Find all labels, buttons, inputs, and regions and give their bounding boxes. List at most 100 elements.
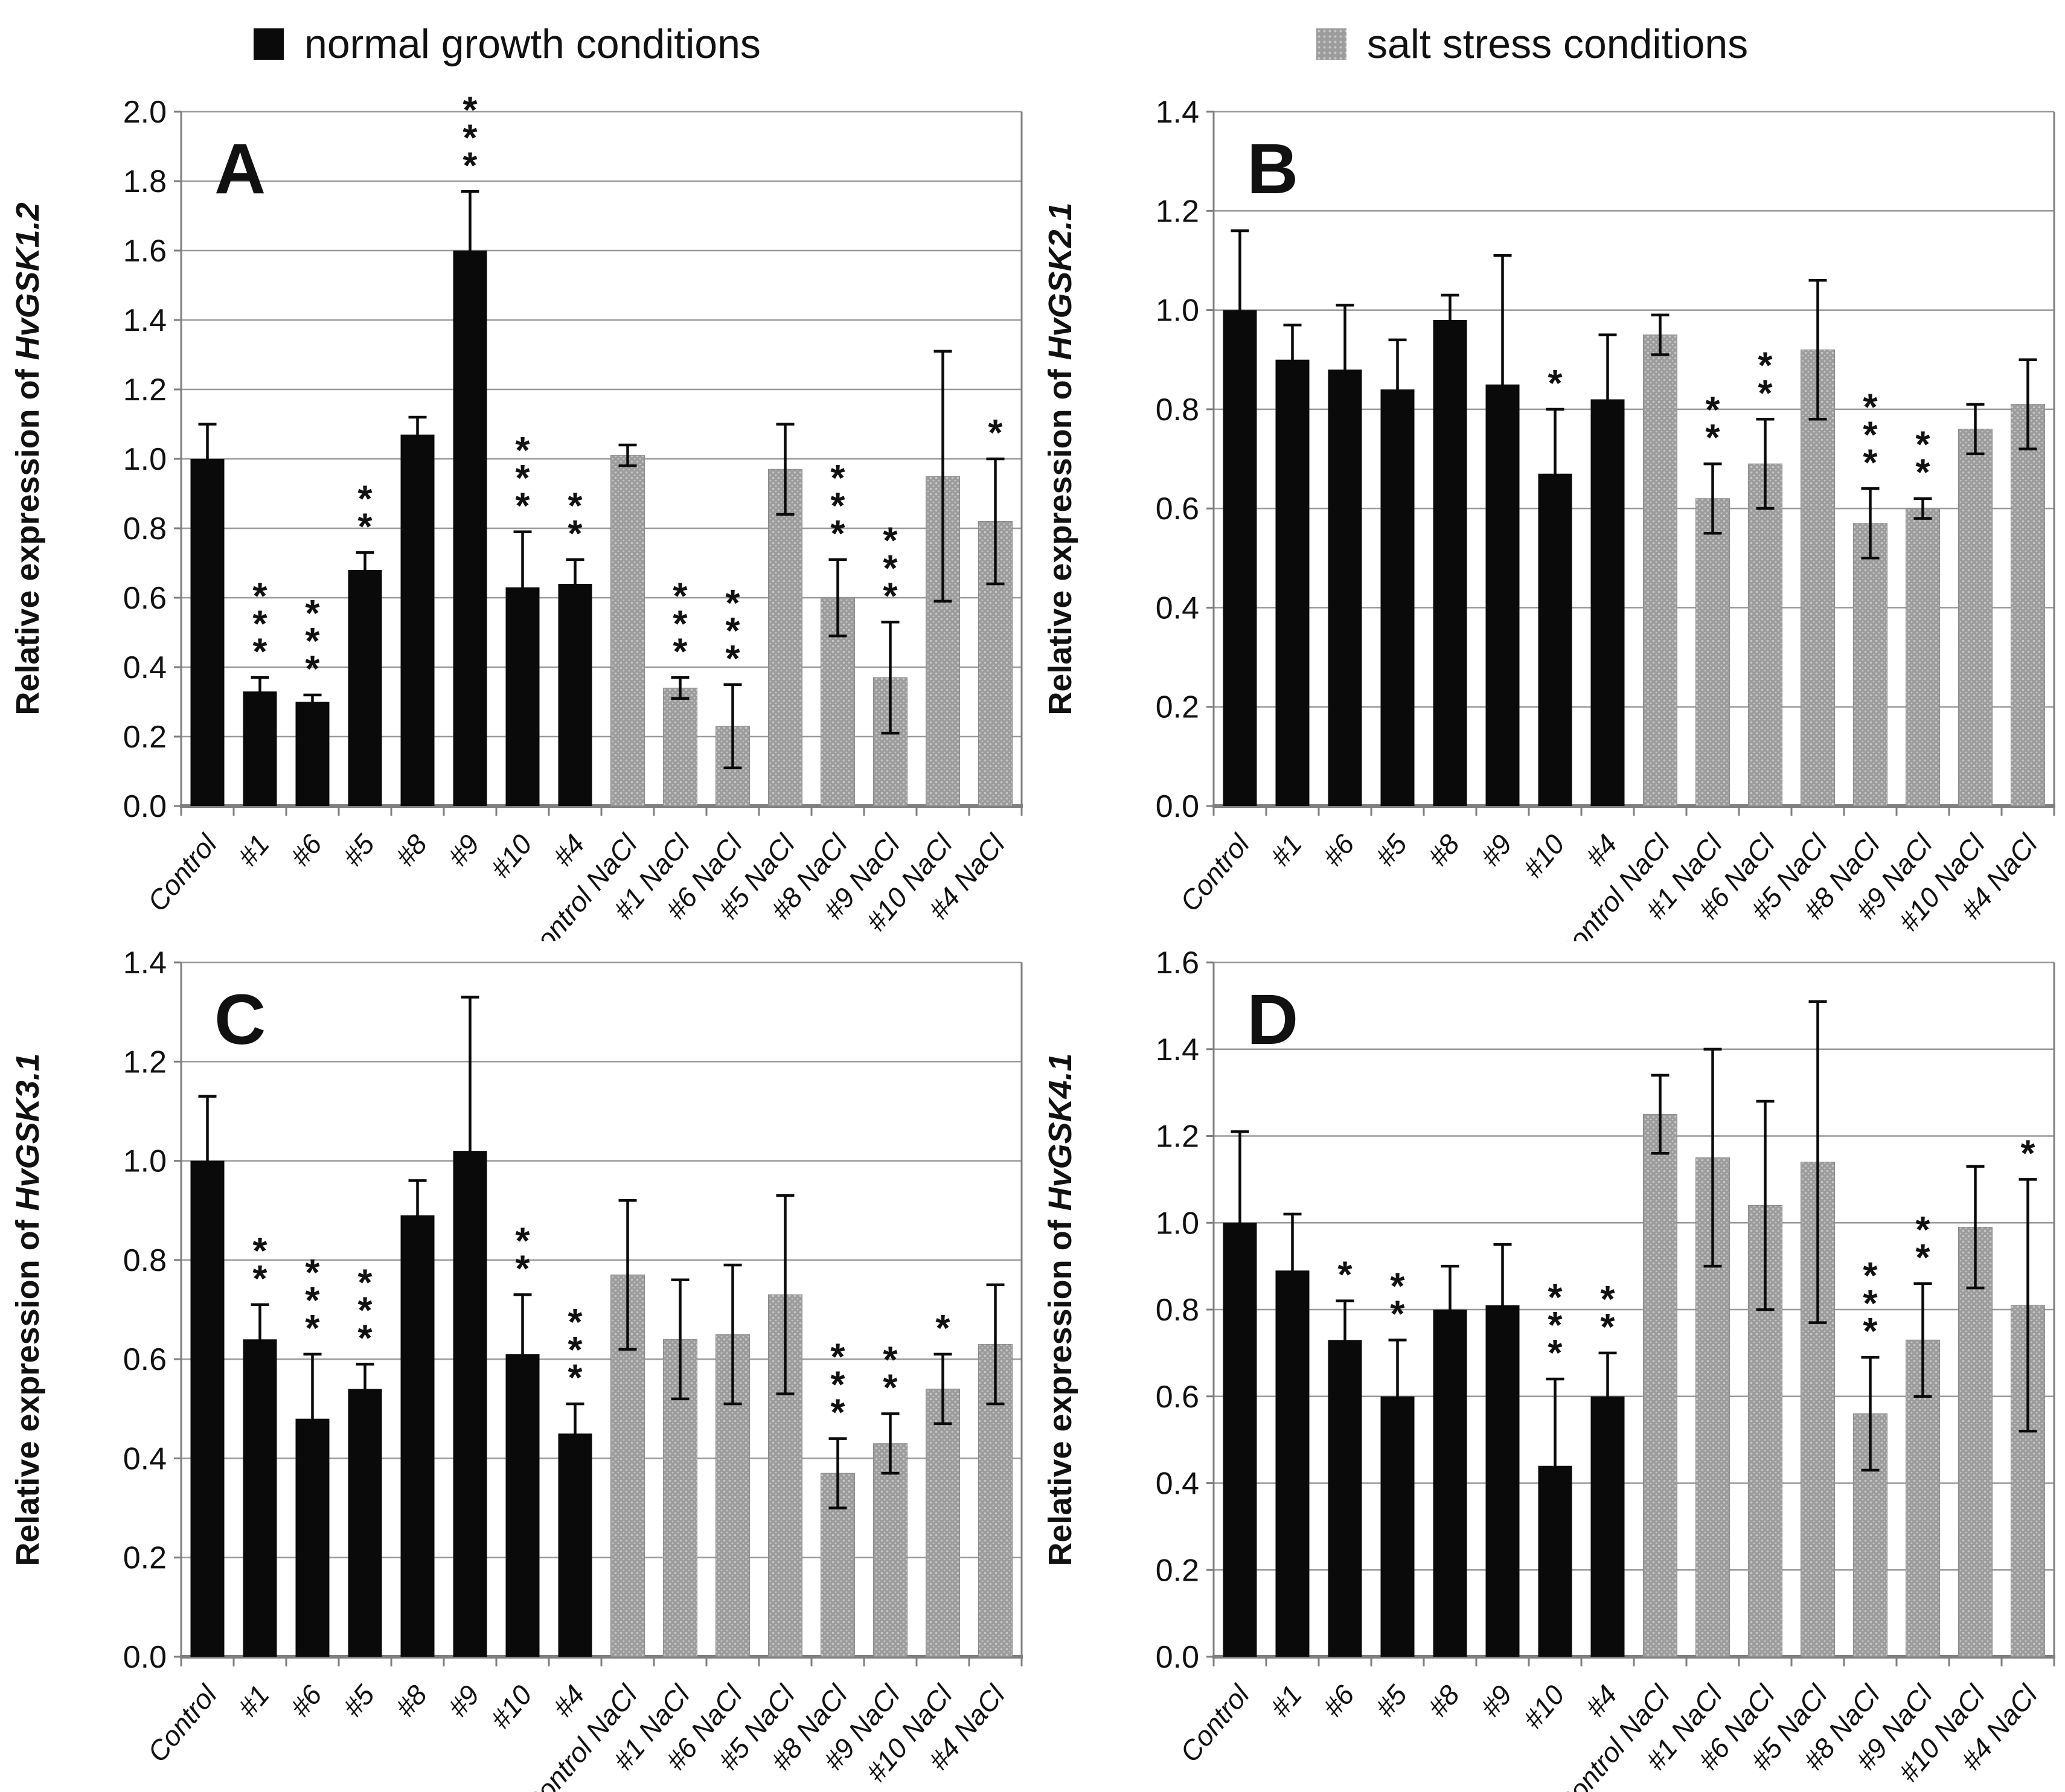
x-tick-label: #10 [484,828,538,885]
x-tick-label: #4 [1579,1679,1623,1723]
bar-#6-nacl [1748,463,1782,807]
significance-star: * [357,1262,373,1304]
y-tick-label: 1.2 [123,1045,167,1080]
x-tick-label: #4 [546,828,591,872]
significance-star: * [2020,1133,2035,1174]
y-tick-label: 1.4 [1156,1032,1199,1067]
bar-#5 [1380,389,1415,806]
significance-star: * [1863,1255,1878,1297]
significance-star: * [568,1330,583,1371]
significance-star: * [1915,1209,1930,1251]
y-axis-title: Relative expression of HvGSK3.1 [10,1053,46,1566]
significance-star: * [515,458,530,499]
y-tick-label: 0.6 [123,581,167,616]
panel-letter: D [1247,980,1298,1060]
x-tick-label: #5 [336,1679,380,1723]
significance-star: * [883,1340,898,1381]
bar-#6 [295,702,330,806]
significance-star: * [1915,424,1930,466]
significance-star: * [830,485,845,527]
significance-star: * [568,513,583,555]
y-tick-label: 1.2 [1156,194,1199,229]
significance-star: * [1390,1266,1405,1307]
y-tick-label: 0.4 [1156,1467,1199,1502]
x-tick-label: #8 [1421,1679,1465,1723]
significance-star: * [1548,363,1563,405]
y-tick-label: 0.6 [1156,1380,1199,1415]
bar-control-nacl [610,455,645,807]
chart-panel-d: 0.0 0.2 0.4 0.6 0.8 1.0 1.2 1.4 1.6 Control #1 * #6 *… [1032,941,2065,1792]
bar-#5-nacl [1801,349,1835,807]
significance-star: * [252,1230,267,1272]
significance-star: * [725,583,740,624]
bar-#6 [1328,370,1362,806]
y-tick-label: 0.0 [1156,789,1199,824]
y-tick-label: 1.2 [123,373,167,408]
x-tick-label: #1 [231,828,275,872]
bar-#1 [243,691,277,806]
bar-#5 [348,1389,382,1657]
chart-panel-a: 0.0 0.2 0.4 0.6 0.8 1.0 1.2 1.4 1.6 1.8 2.0 Control… [0,91,1032,941]
y-tick-label: 1.4 [123,946,167,981]
significance-star: * [305,1252,320,1294]
x-tick-label: #10 [1517,1679,1570,1735]
significance-star: * [673,575,688,617]
y-axis-title: Relative expression of HvGSK1.2 [10,202,46,715]
significance-star: * [568,485,583,527]
y-tick-label: 0.2 [123,720,167,755]
significance-star: * [1863,386,1878,428]
significance-star: * [1337,1255,1353,1296]
x-tick-label: #1 [231,1679,275,1723]
bar-control [1223,310,1257,806]
x-tick-label: #10 [484,1679,538,1735]
significance-star: * [305,621,320,662]
significance-star: * [883,575,898,617]
bar-#1 [243,1339,277,1657]
bar-control-nacl [1643,1114,1677,1657]
x-tick-label: #1 [1264,1679,1308,1723]
y-tick-label: 1.0 [123,1144,167,1179]
significance-star: * [305,1280,320,1322]
significance-star: * [673,631,688,673]
x-tick-label: #8 [1421,828,1465,872]
significance-star: * [252,631,267,673]
significance-star: * [1600,1279,1615,1320]
significance-star: * [515,485,530,527]
y-tick-label: 1.4 [1156,95,1199,130]
significance-star: * [673,603,688,645]
panel-letter: B [1247,129,1298,209]
bar-#1 [1275,359,1310,806]
normal-conditions-swatch-icon [254,28,284,60]
y-tick-label: 1.2 [1156,1119,1199,1154]
y-tick-label: 1.6 [1156,946,1199,981]
x-tick-label: #6 [284,828,328,872]
y-tick-label: 0.0 [123,789,167,824]
legend-item-salt: salt stress conditions [1316,11,1748,77]
y-tick-label: 1.0 [123,442,167,477]
significance-star: * [305,648,320,690]
panels-grid: 0.0 0.2 0.4 0.6 0.8 1.0 1.2 1.4 1.6 1.8 2.0 Control… [0,91,2065,1792]
significance-star: * [1863,1283,1878,1325]
y-tick-label: 0.6 [1156,491,1199,526]
bar-#4 [558,584,592,806]
significance-star: * [357,1317,373,1359]
bar-#1-nacl [663,688,697,807]
x-tick-label: Control [141,828,223,917]
significance-star: * [1863,442,1878,484]
significance-star: * [305,1308,320,1349]
significance-star: * [883,1368,898,1409]
significance-star: * [1548,1333,1563,1374]
y-tick-label: 0.4 [123,1441,167,1476]
significance-star: * [357,1290,373,1331]
y-tick-label: 1.8 [123,164,167,199]
x-tick-label: #4 [546,1679,591,1723]
significance-star: * [568,1357,583,1399]
bar-#10-nacl [1958,1226,1993,1657]
y-tick-label: 0.4 [1156,590,1199,626]
y-tick-label: 1.4 [123,303,167,338]
bar-control-nacl [1643,334,1677,807]
y-tick-label: 0.8 [1156,1293,1199,1328]
y-tick-label: 0.8 [123,511,167,546]
y-axis-title: Relative expression of HvGSK4.1 [1042,1053,1078,1566]
